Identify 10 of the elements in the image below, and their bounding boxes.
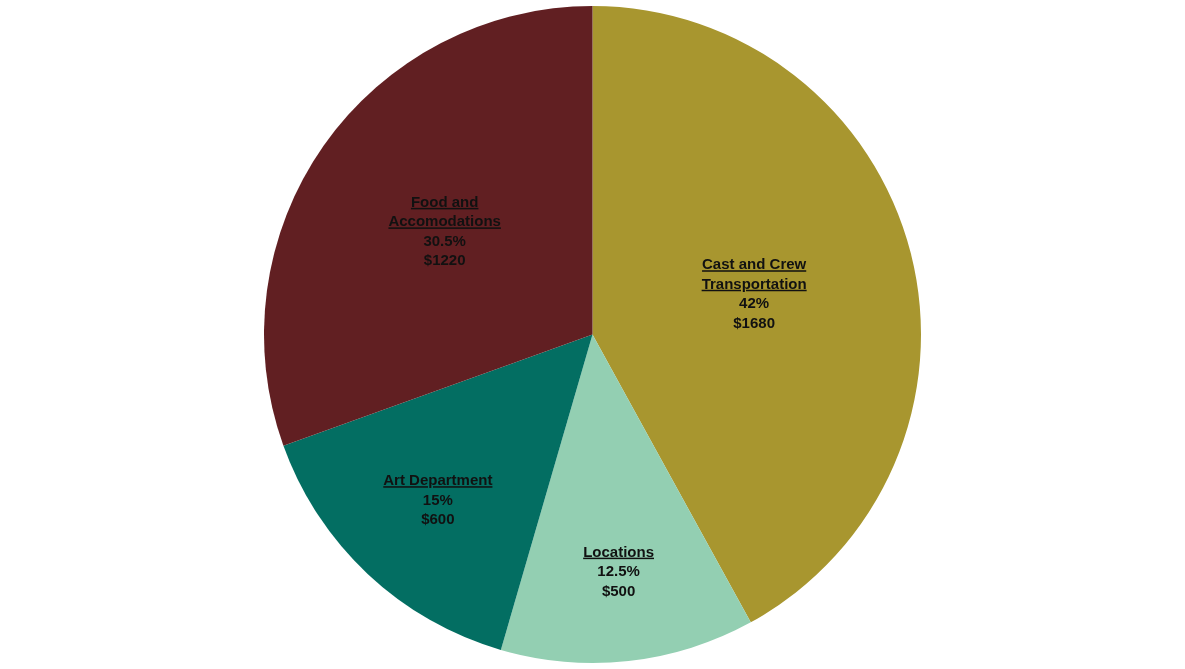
slice-label: Food and Accomodations <box>388 192 501 230</box>
pie-slice <box>264 6 593 446</box>
data-label: 42% $1680 <box>733 294 775 331</box>
pie-slice <box>500 334 751 663</box>
data-label: 12.5% $500 <box>597 562 640 599</box>
slice-label: Locations <box>583 542 654 560</box>
slice-label: Art Department <box>383 471 493 489</box>
data-label: 30.5% $1220 <box>423 231 466 269</box>
slice-label: Cast and Crew Transportation <box>701 255 807 292</box>
data-label: 15% $600 <box>421 490 455 528</box>
